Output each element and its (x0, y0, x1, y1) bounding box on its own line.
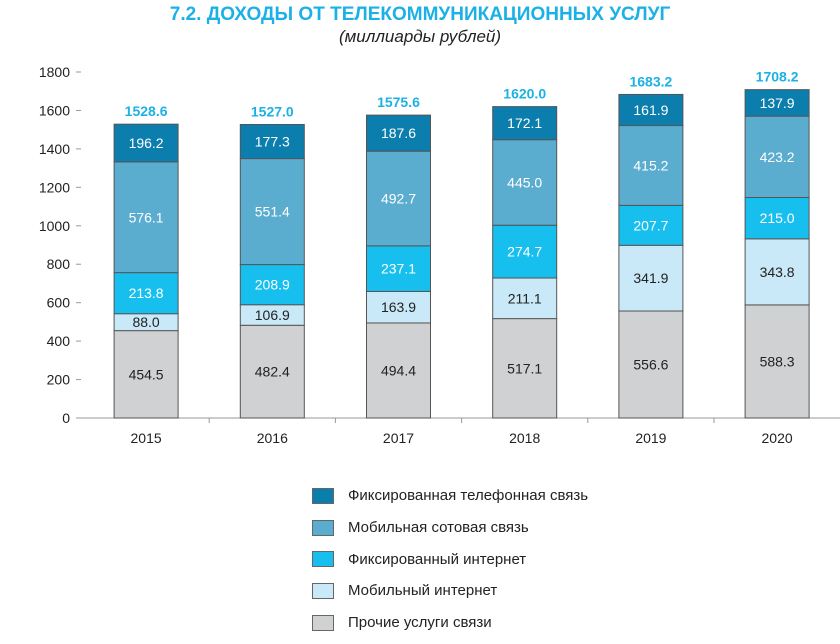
legend-swatch (312, 519, 334, 536)
y-tick-label: 1400 (39, 141, 70, 157)
bar-segment (618, 204, 684, 246)
data-label: 454.5 (129, 366, 164, 382)
legend-label: Фиксированный интернет (348, 550, 527, 568)
bar-segment (618, 310, 684, 419)
x-tick-label: 2020 (762, 430, 793, 446)
y-tick-label: 1200 (39, 179, 70, 195)
bar-segment (239, 158, 305, 266)
data-label: 207.7 (633, 217, 668, 233)
legend-label: Мобильная сотовая связь (348, 519, 529, 537)
bar-segment (113, 272, 179, 315)
data-label: 576.1 (129, 209, 164, 225)
data-label: 88.0 (132, 314, 159, 330)
data-label: 161.9 (633, 102, 668, 118)
y-tick-label: 1800 (39, 64, 70, 80)
data-label: 274.7 (507, 244, 542, 260)
data-label: 556.6 (633, 357, 668, 373)
bar-segment (239, 324, 305, 419)
total-label: 1528.6 (125, 103, 168, 119)
legend-label: Фиксированная телефонная связь (348, 487, 589, 505)
legend-item: Фиксированный интернет (312, 543, 588, 575)
data-label: 215.0 (760, 210, 795, 226)
total-label: 1708.2 (756, 69, 799, 85)
bar-segment (744, 115, 810, 199)
bar-segment (113, 161, 179, 274)
bar-segment (492, 139, 558, 226)
plot-area: 0 200 400 600 800 1000 1200 1400 1600 1800 2015 454… (39, 64, 840, 446)
legend-swatch (312, 582, 334, 599)
total-label: 1527.0 (251, 103, 294, 119)
y-tick-label: 800 (47, 256, 71, 272)
chart-subtitle: (миллиарды рублей) (338, 27, 502, 46)
y-tick-label: 1600 (39, 102, 70, 118)
data-label: 494.4 (381, 362, 416, 378)
bar-segment (366, 322, 431, 419)
data-label: 492.7 (381, 191, 416, 207)
legend-item: Фиксированная телефонная связь (312, 480, 588, 512)
data-label: 177.3 (255, 134, 290, 150)
bar-segment (366, 114, 431, 152)
y-tick-label: 400 (47, 333, 71, 349)
bar-segment (113, 330, 179, 419)
bar-segment (744, 89, 810, 117)
bar-segment (366, 150, 431, 247)
total-label: 1620.0 (503, 86, 546, 102)
data-label: 237.1 (381, 261, 416, 277)
legend-label: Мобильный интернет (348, 582, 498, 600)
data-label: 187.6 (381, 125, 416, 141)
bar-segment (492, 106, 558, 141)
data-label: 163.9 (381, 299, 416, 315)
data-label: 137.9 (760, 95, 795, 111)
legend-swatch (312, 614, 334, 631)
x-tick-label: 2015 (131, 430, 162, 446)
chart-title: 7.2. ДОХОДЫ ОТ ТЕЛЕКОММУНИКАЦИОННЫХ УСЛУ… (169, 4, 671, 25)
legend-item: Прочие услуги связи (312, 607, 588, 639)
data-label: 172.1 (507, 115, 542, 131)
data-label: 423.2 (760, 149, 795, 165)
data-label: 208.9 (255, 277, 290, 293)
y-tick-label: 600 (47, 295, 71, 311)
data-label: 341.9 (633, 270, 668, 286)
x-tick-label: 2018 (509, 430, 540, 446)
data-label: 196.2 (129, 135, 164, 151)
data-label: 445.0 (507, 174, 542, 190)
x-tick-label: 2017 (383, 430, 414, 446)
data-label: 482.4 (255, 364, 290, 380)
legend-swatch (312, 551, 334, 568)
x-tick-label: 2019 (635, 430, 666, 446)
bar-segment (492, 224, 558, 279)
data-label: 213.8 (129, 285, 164, 301)
y-tick-label: 0 (62, 410, 70, 426)
data-label: 106.9 (255, 307, 290, 323)
legend-label: Прочие услуги связи (348, 614, 492, 632)
legend-item: Мобильная сотовая связь (312, 512, 588, 544)
total-label: 1683.2 (629, 73, 672, 89)
y-tick-label: 1000 (39, 218, 70, 234)
data-label: 211.1 (508, 290, 542, 306)
x-tick-label: 2016 (257, 430, 288, 446)
bar-segment (744, 238, 810, 306)
legend: Фиксированная телефонная связь Мобильная … (312, 480, 588, 638)
data-label: 343.8 (760, 264, 795, 280)
legend-item: Мобильный интернет (312, 575, 588, 607)
bar-segment (366, 245, 431, 292)
bar-segment (366, 290, 431, 324)
data-label: 517.1 (507, 360, 542, 376)
legend-swatch (312, 487, 334, 504)
bar-segment (239, 123, 305, 160)
data-label: 588.3 (760, 353, 795, 369)
bar-segment (744, 304, 810, 419)
data-label: 415.2 (633, 157, 668, 173)
bar-segment (113, 123, 179, 163)
bar-segment (618, 93, 684, 127)
bar-segment (492, 277, 558, 320)
data-label: 551.4 (255, 204, 290, 220)
total-label: 1575.6 (377, 94, 420, 110)
bar-segment (744, 197, 810, 240)
bar-segment (618, 244, 684, 312)
y-tick-label: 200 (47, 372, 71, 388)
